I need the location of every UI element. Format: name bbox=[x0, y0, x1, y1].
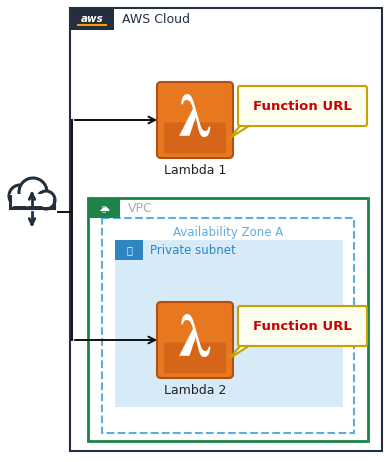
Text: 🔒: 🔒 bbox=[102, 206, 106, 213]
Polygon shape bbox=[243, 117, 260, 125]
Text: λ: λ bbox=[178, 95, 212, 149]
Text: VPC: VPC bbox=[128, 201, 153, 214]
Polygon shape bbox=[230, 340, 258, 358]
Text: Lambda 1: Lambda 1 bbox=[164, 164, 226, 177]
FancyBboxPatch shape bbox=[115, 240, 143, 260]
FancyBboxPatch shape bbox=[164, 343, 226, 373]
Circle shape bbox=[37, 191, 55, 209]
FancyBboxPatch shape bbox=[10, 194, 46, 206]
FancyBboxPatch shape bbox=[164, 123, 226, 154]
FancyBboxPatch shape bbox=[88, 198, 368, 441]
FancyBboxPatch shape bbox=[70, 8, 114, 30]
Polygon shape bbox=[243, 337, 260, 345]
Text: aws: aws bbox=[81, 14, 103, 24]
Text: AWS Cloud: AWS Cloud bbox=[122, 12, 190, 25]
Text: Lambda 2: Lambda 2 bbox=[164, 384, 226, 396]
Text: Availability Zone A: Availability Zone A bbox=[173, 225, 283, 238]
FancyBboxPatch shape bbox=[102, 218, 354, 433]
Text: Private subnet: Private subnet bbox=[150, 243, 236, 256]
FancyBboxPatch shape bbox=[70, 8, 382, 451]
FancyBboxPatch shape bbox=[238, 86, 367, 126]
Text: Function URL: Function URL bbox=[253, 319, 352, 332]
Text: λ: λ bbox=[178, 315, 212, 369]
FancyBboxPatch shape bbox=[88, 198, 120, 218]
Text: Function URL: Function URL bbox=[253, 100, 352, 112]
Text: ☁: ☁ bbox=[98, 203, 110, 213]
FancyBboxPatch shape bbox=[115, 240, 343, 407]
FancyBboxPatch shape bbox=[238, 306, 367, 346]
Polygon shape bbox=[230, 120, 258, 138]
FancyBboxPatch shape bbox=[157, 302, 233, 378]
Text: 🔒: 🔒 bbox=[126, 245, 132, 255]
FancyBboxPatch shape bbox=[157, 82, 233, 158]
Circle shape bbox=[9, 185, 31, 207]
Circle shape bbox=[19, 178, 47, 206]
